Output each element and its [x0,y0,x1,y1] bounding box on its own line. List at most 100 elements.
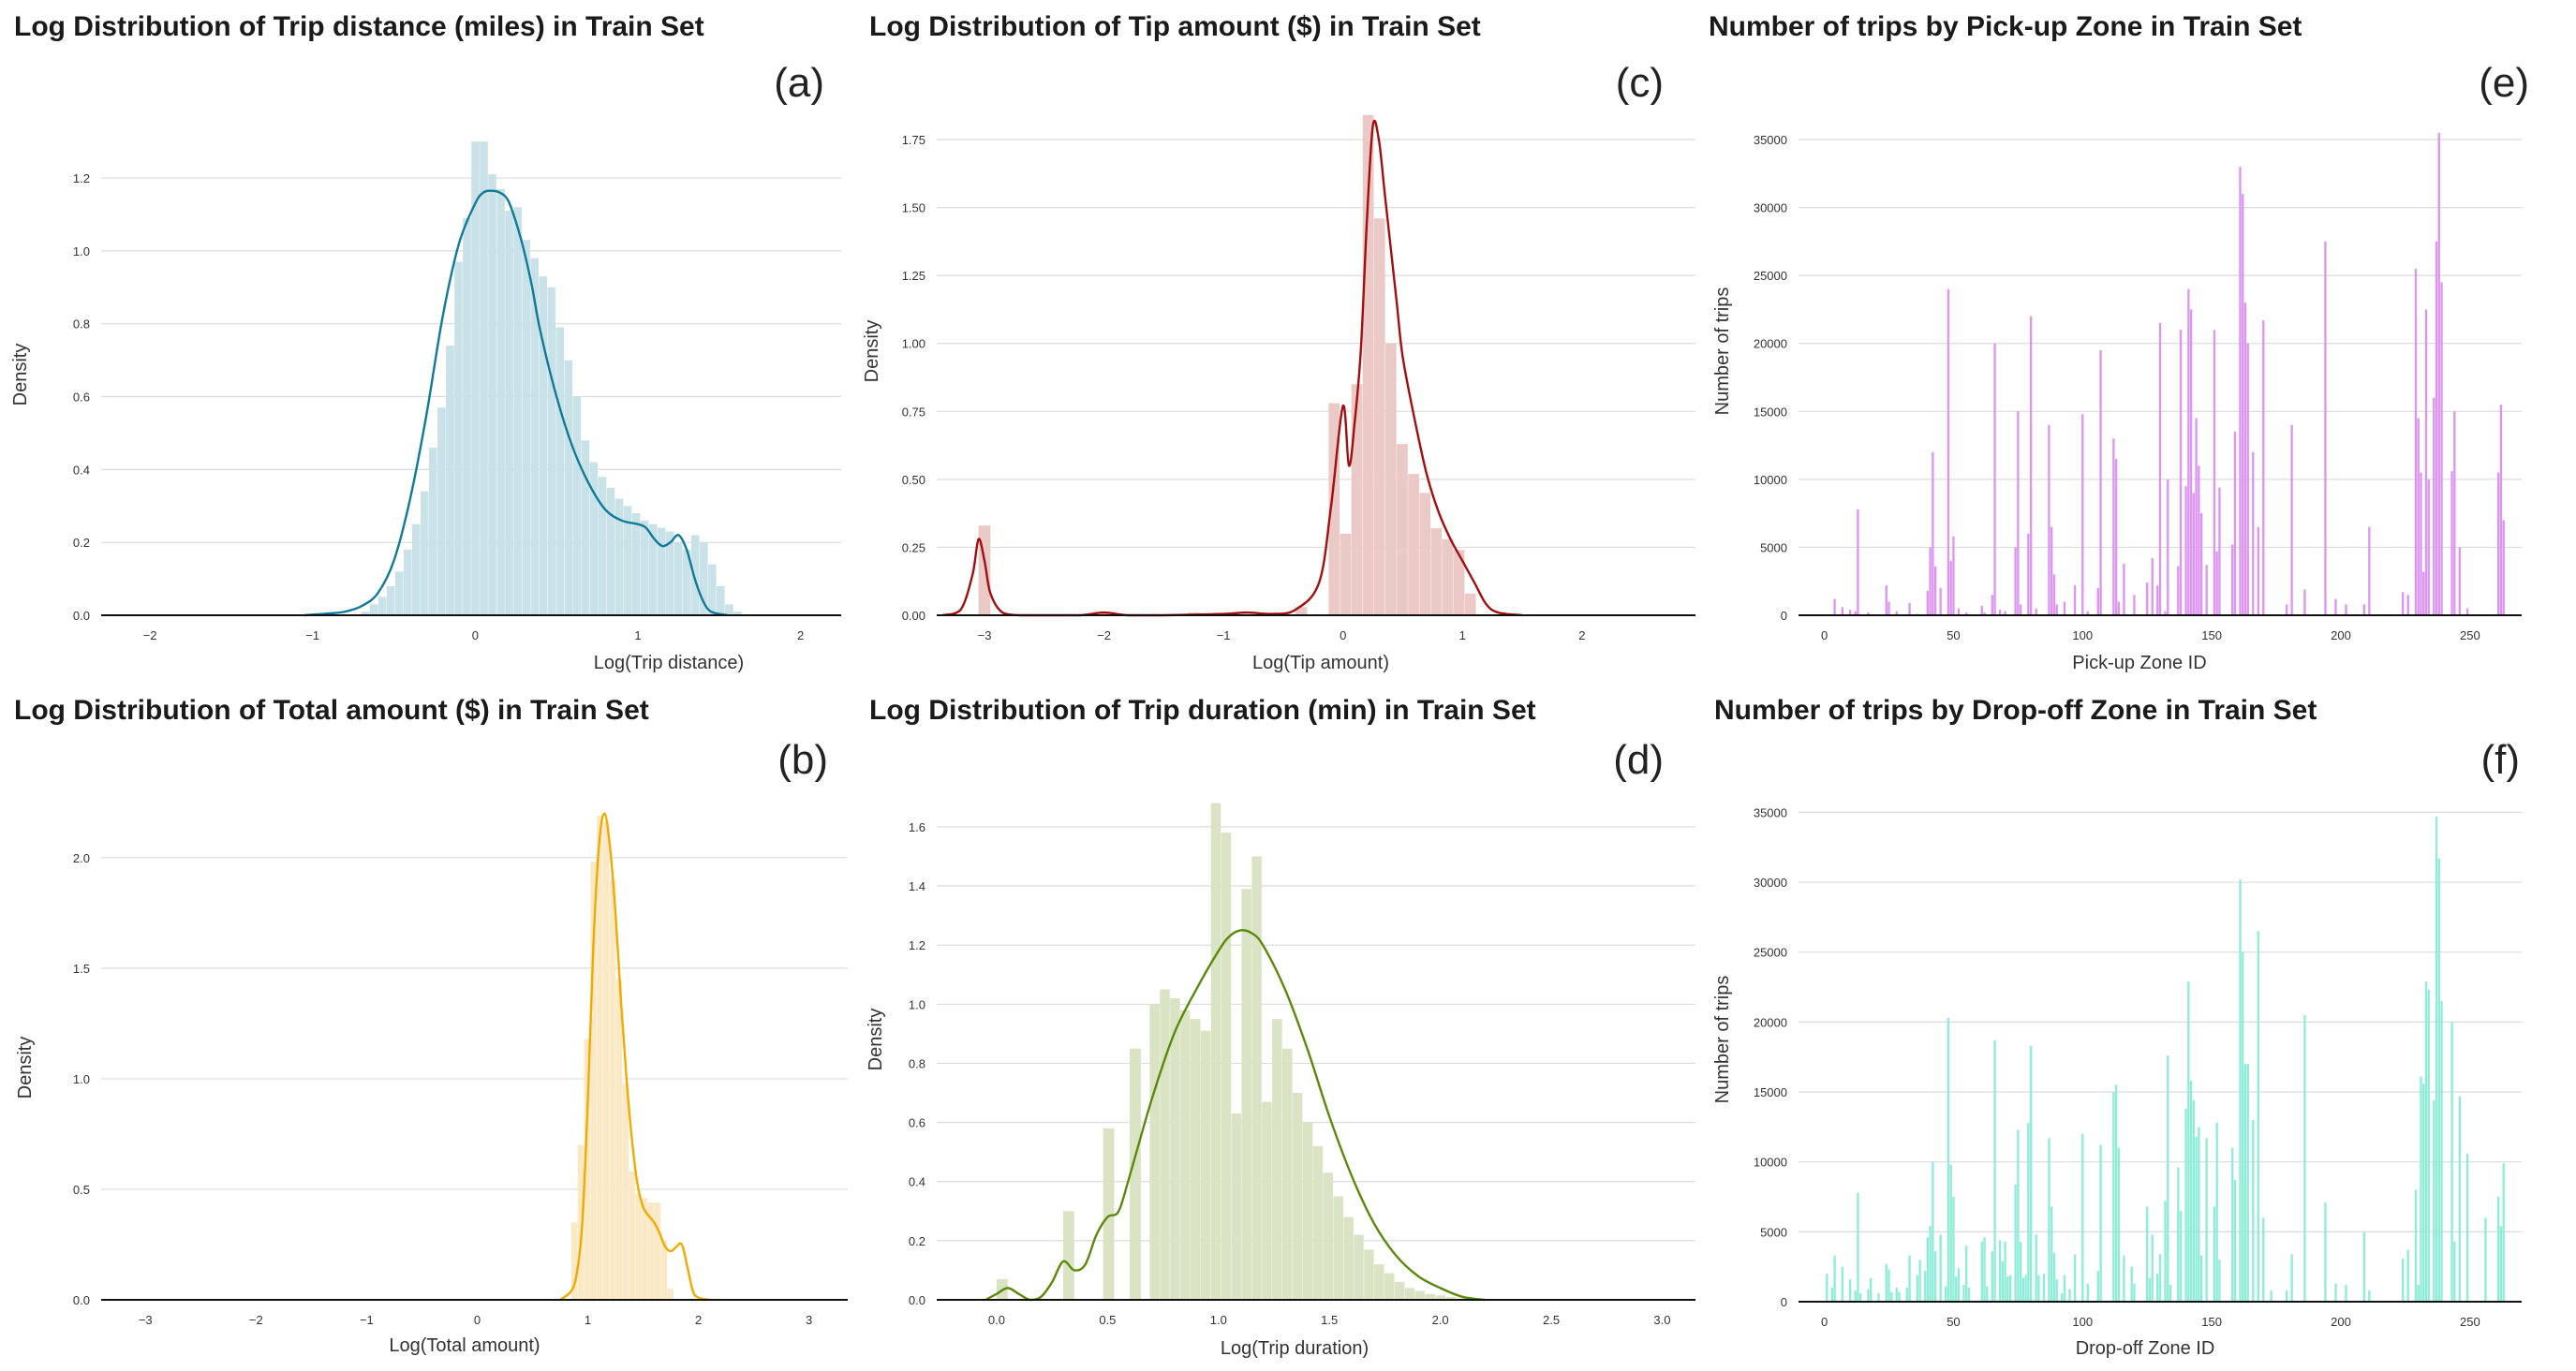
zone-bar [2285,604,2288,615]
x-tick-label: 2.5 [1543,1313,1560,1327]
zone-bar [1952,536,1955,615]
zone-bar [1993,1039,1996,1302]
histogram-bar [1190,1019,1201,1300]
histogram-bar [411,523,421,615]
zone-bar [2246,343,2249,615]
zone-bar [2177,566,2180,615]
zone-bar [1857,1192,1859,1302]
zone-bar [2037,1275,2040,1302]
histogram-bar [1180,1010,1191,1300]
histogram-bar [421,491,429,615]
zone-bar [2484,1217,2487,1302]
zone-bar [2435,241,2438,615]
zone-bar [2257,526,2259,615]
zone-bar [2417,1285,2420,1302]
panel-a-plot-area: 0.0 0.2 0.4 0.6 0.8 1.0 1.2 −2 −1 0 1 2 [73,141,841,642]
zone-bar [1939,587,1942,615]
zone-bar [1965,612,1968,615]
histogram-bar [590,862,597,1300]
histogram-bar [674,542,683,615]
zone-bar [2019,1241,2022,1302]
x-tick-label: 150 [2201,628,2222,642]
histogram-bar [699,542,708,615]
y-tick-label: 0.6 [909,1116,925,1130]
zone-bar [1890,1291,1893,1302]
histogram-bar [597,815,603,1300]
y-tick-label: 0.8 [909,1056,925,1070]
zone-bar [1998,1240,2002,1302]
panel-a-trip-distance: Log Distribution of Trip distance (miles… [10,11,841,673]
panel-e-title: Number of trips by Pick-up Zone in Train… [1709,11,2302,42]
x-tick-label: 0 [472,628,479,642]
y-tick-label: 0.6 [73,391,90,405]
kde-line [559,812,710,1302]
x-tick-label: 1 [1459,628,1466,642]
histogram-bar [1340,533,1352,615]
zone-bar [2050,1206,2053,1302]
histogram-bar [631,513,641,615]
histogram-bar [403,549,412,615]
panel-d-label: (d) [1613,737,1664,783]
zone-bar [2345,1285,2347,1302]
histogram-bar [609,879,616,1300]
panel-b-ylabel: Density [15,1037,36,1099]
zone-bar [1965,1246,1968,1302]
histogram-bar [1354,1234,1364,1300]
y-tick-label: 0.0 [73,609,90,623]
zone-bar [1916,1275,1919,1302]
histogram-bar [369,604,378,615]
histogram-bar [647,1202,655,1300]
zone-bar [2437,858,2440,1302]
histogram-bar [522,240,530,615]
zone-bar [2177,1167,2180,1302]
zone-bar [2450,471,2453,615]
zone-bar [1983,1237,1986,1302]
zone-bar [1857,509,1859,615]
y-tick-label: 1.0 [73,1072,90,1086]
zone-bar [2324,1201,2327,1302]
zone-bar [2262,1217,2265,1302]
zone-bar [2437,132,2440,615]
histogram-bar [572,396,582,615]
histogram-bar [386,585,395,615]
histogram-bar [1384,1273,1395,1300]
zone-bar [2205,1138,2208,1302]
zone-bar [2362,1231,2365,1302]
zone-bar [2424,981,2428,1302]
zone-bar [1955,1276,1958,1302]
zone-bar [1957,608,1961,615]
zone-bar [2270,1290,2273,1302]
y-tick-label: 1.25 [902,269,925,283]
y-tick-label: 0.00 [902,609,925,623]
zone-bar [2164,611,2167,615]
zone-bar [1923,1271,1927,1302]
zone-bar [2086,1283,2089,1302]
histogram-bar [1149,1004,1160,1300]
zone-bar [2114,459,2118,615]
zone-bar [1986,1286,1989,1302]
zone-bar [2008,1275,2012,1302]
zone-bar [2027,533,2030,615]
histogram-bar [496,188,505,615]
histogram-bar [707,564,717,615]
zone-bar [2458,547,2462,615]
zone-bar [1895,1288,1898,1302]
panel-e-ylabel: Number of trips [1712,287,1733,416]
x-tick-label: −1 [360,1313,374,1327]
zone-bar [2303,1014,2306,1302]
y-tick-label: 0.50 [902,473,925,487]
zone-bar [1932,451,1934,615]
zone-bar [2164,1201,2167,1302]
zone-bar [2324,241,2327,615]
y-tick-label: 5000 [1760,540,1787,554]
zone-bar [2017,411,2020,615]
zone-bar [2027,1122,2030,1302]
zone-bar [1908,1255,1911,1302]
zone-bar [2048,424,2050,615]
zone-bar [2435,816,2438,1302]
zone-bar [2112,438,2115,615]
y-tick-label: 1.5 [73,962,90,976]
zone-bar [2029,1045,2033,1302]
zone-bar [1830,1288,1834,1302]
x-tick-label: 1 [634,628,641,642]
